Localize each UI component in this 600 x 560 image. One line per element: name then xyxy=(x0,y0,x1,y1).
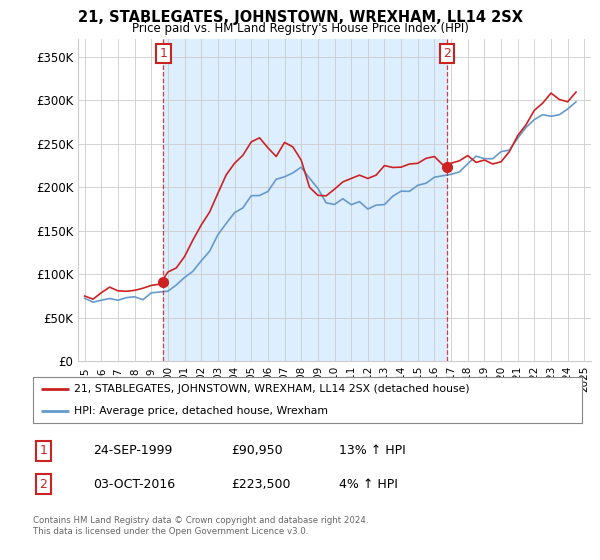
Text: 2: 2 xyxy=(443,47,451,60)
Text: Price paid vs. HM Land Registry's House Price Index (HPI): Price paid vs. HM Land Registry's House … xyxy=(131,22,469,35)
Text: £223,500: £223,500 xyxy=(231,478,290,491)
Text: 21, STABLEGATES, JOHNSTOWN, WREXHAM, LL14 2SX: 21, STABLEGATES, JOHNSTOWN, WREXHAM, LL1… xyxy=(77,10,523,25)
Text: 1: 1 xyxy=(160,47,167,60)
Bar xyxy=(163,39,447,361)
Text: 21, STABLEGATES, JOHNSTOWN, WREXHAM, LL14 2SX (detached house): 21, STABLEGATES, JOHNSTOWN, WREXHAM, LL1… xyxy=(74,384,470,394)
Text: 2: 2 xyxy=(39,478,47,491)
Text: 1: 1 xyxy=(39,444,47,458)
Text: 03-OCT-2016: 03-OCT-2016 xyxy=(93,478,175,491)
Text: Contains HM Land Registry data © Crown copyright and database right 2024.
This d: Contains HM Land Registry data © Crown c… xyxy=(33,516,368,536)
Text: £90,950: £90,950 xyxy=(231,444,283,458)
Text: HPI: Average price, detached house, Wrexham: HPI: Average price, detached house, Wrex… xyxy=(74,407,328,416)
Text: 24-SEP-1999: 24-SEP-1999 xyxy=(93,444,172,458)
Text: 4% ↑ HPI: 4% ↑ HPI xyxy=(339,478,398,491)
Text: 13% ↑ HPI: 13% ↑ HPI xyxy=(339,444,406,458)
